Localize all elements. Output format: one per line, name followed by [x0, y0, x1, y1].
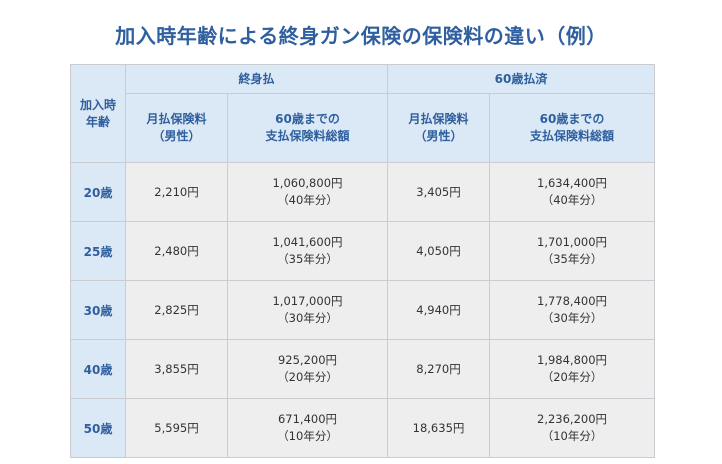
age-cell: 50歳	[70, 398, 126, 458]
paid60-monthly-cell: 4,940円	[387, 280, 491, 340]
lifetime-monthly-cell: 2,210円	[125, 162, 228, 222]
total-years: （30年分）	[541, 311, 603, 325]
paid60-monthly-cell: 18,635円	[387, 398, 491, 458]
subheader-text: 60歳までの	[539, 112, 605, 126]
lifetime-monthly-cell: 2,825円	[125, 280, 228, 340]
lifetime-monthly-cell: 2,480円	[125, 221, 228, 281]
total-years: （35年分）	[277, 252, 338, 266]
subheader-paid60-total: 60歳までの 支払保険料総額	[489, 93, 656, 163]
total-amount: 1,634,400円	[537, 176, 608, 190]
subheader-lifetime-total: 60歳までの 支払保険料総額	[226, 93, 389, 163]
total-amount: 1,778,400円	[537, 294, 608, 308]
lifetime-total-cell: 671,400円 （10年分）	[226, 398, 389, 458]
total-years: （40年分）	[541, 193, 603, 207]
paid60-monthly-cell: 4,050円	[387, 221, 491, 281]
subheader-paid60-monthly: 月払保険料 （男性）	[387, 93, 491, 163]
lifetime-total-cell: 1,017,000円 （30年分）	[226, 280, 389, 340]
lifetime-monthly-cell: 3,855円	[125, 339, 228, 399]
group-header-row: 加入時 年齢 終身払 60歳払済	[70, 64, 656, 163]
paid60-total-cell: 2,236,200円 （10年分）	[489, 398, 656, 458]
total-years: （10年分）	[541, 429, 603, 443]
table-row: 40歳 3,855円 925,200円 （20年分） 8,270円 1,984,…	[70, 339, 656, 399]
subheader-text: （男性）	[152, 129, 201, 143]
table-row: 20歳 2,210円 1,060,800円 （40年分） 3,405円 1,63…	[70, 162, 656, 222]
total-amount: 1,060,800円	[272, 176, 343, 190]
total-years: （20年分）	[277, 370, 338, 384]
total-years: （30年分）	[277, 311, 338, 325]
premium-table: 加入時 年齢 終身払 60歳払済 月払保険料 （男性） 60歳までの 支払保険料…	[70, 64, 656, 458]
age-header-line-1: 加入時	[79, 97, 116, 112]
lifetime-monthly-cell: 5,595円	[125, 398, 228, 458]
total-amount: 2,236,200円	[537, 412, 608, 426]
total-amount: 925,200円	[277, 353, 338, 367]
total-amount: 1,984,800円	[537, 353, 608, 367]
subheader-text: 支払保険料総額	[265, 129, 350, 143]
subheader-text: 60歳までの	[275, 112, 340, 126]
group-header-paid-by-60: 60歳払済	[387, 64, 656, 94]
subheader-text: 月払保険料	[408, 112, 469, 126]
total-amount: 1,701,000円	[537, 235, 608, 249]
paid60-total-cell: 1,634,400円 （40年分）	[489, 162, 656, 222]
subheader-text: 月払保険料	[146, 112, 207, 126]
table-row: 25歳 2,480円 1,041,600円 （35年分） 4,050円 1,70…	[70, 221, 656, 281]
subheader-text: （男性）	[414, 129, 463, 143]
paid60-monthly-cell: 3,405円	[387, 162, 491, 222]
total-years: （35年分）	[541, 252, 603, 266]
total-years: （10年分）	[277, 429, 338, 443]
table-row: 30歳 2,825円 1,017,000円 （30年分） 4,940円 1,77…	[70, 280, 656, 340]
lifetime-total-cell: 1,041,600円 （35年分）	[226, 221, 389, 281]
total-years: （20年分）	[541, 370, 603, 384]
total-amount: 671,400円	[277, 412, 338, 426]
sub-header-row: 月払保険料 （男性） 60歳までの 支払保険料総額 月払保険料 （男性） 60歳…	[71, 93, 656, 163]
age-cell: 40歳	[70, 339, 126, 399]
group-header-lifetime: 終身払	[124, 64, 389, 94]
paid60-total-cell: 1,778,400円 （30年分）	[489, 280, 656, 340]
total-amount: 1,041,600円	[272, 235, 343, 249]
subheader-lifetime-monthly: 月払保険料 （男性）	[125, 93, 228, 163]
paid60-total-cell: 1,701,000円 （35年分）	[489, 221, 656, 281]
age-cell: 20歳	[70, 162, 126, 222]
lifetime-total-cell: 1,060,800円 （40年分）	[226, 162, 389, 222]
lifetime-total-cell: 925,200円 （20年分）	[226, 339, 389, 399]
age-column-header: 加入時 年齢	[70, 64, 126, 163]
total-years: （40年分）	[277, 193, 338, 207]
age-cell: 30歳	[70, 280, 126, 340]
page-title: 加入時年齢による終身ガン保険の保険料の違い（例）	[115, 24, 607, 48]
paid60-total-cell: 1,984,800円 （20年分）	[489, 339, 656, 399]
age-cell: 25歳	[70, 221, 126, 281]
table-row: 50歳 5,595円 671,400円 （10年分） 18,635円 2,236…	[70, 398, 656, 458]
total-amount: 1,017,000円	[272, 294, 343, 308]
age-header-line-2: 年齢	[85, 114, 110, 129]
paid60-monthly-cell: 8,270円	[387, 339, 491, 399]
subheader-text: 支払保険料総額	[530, 129, 615, 143]
